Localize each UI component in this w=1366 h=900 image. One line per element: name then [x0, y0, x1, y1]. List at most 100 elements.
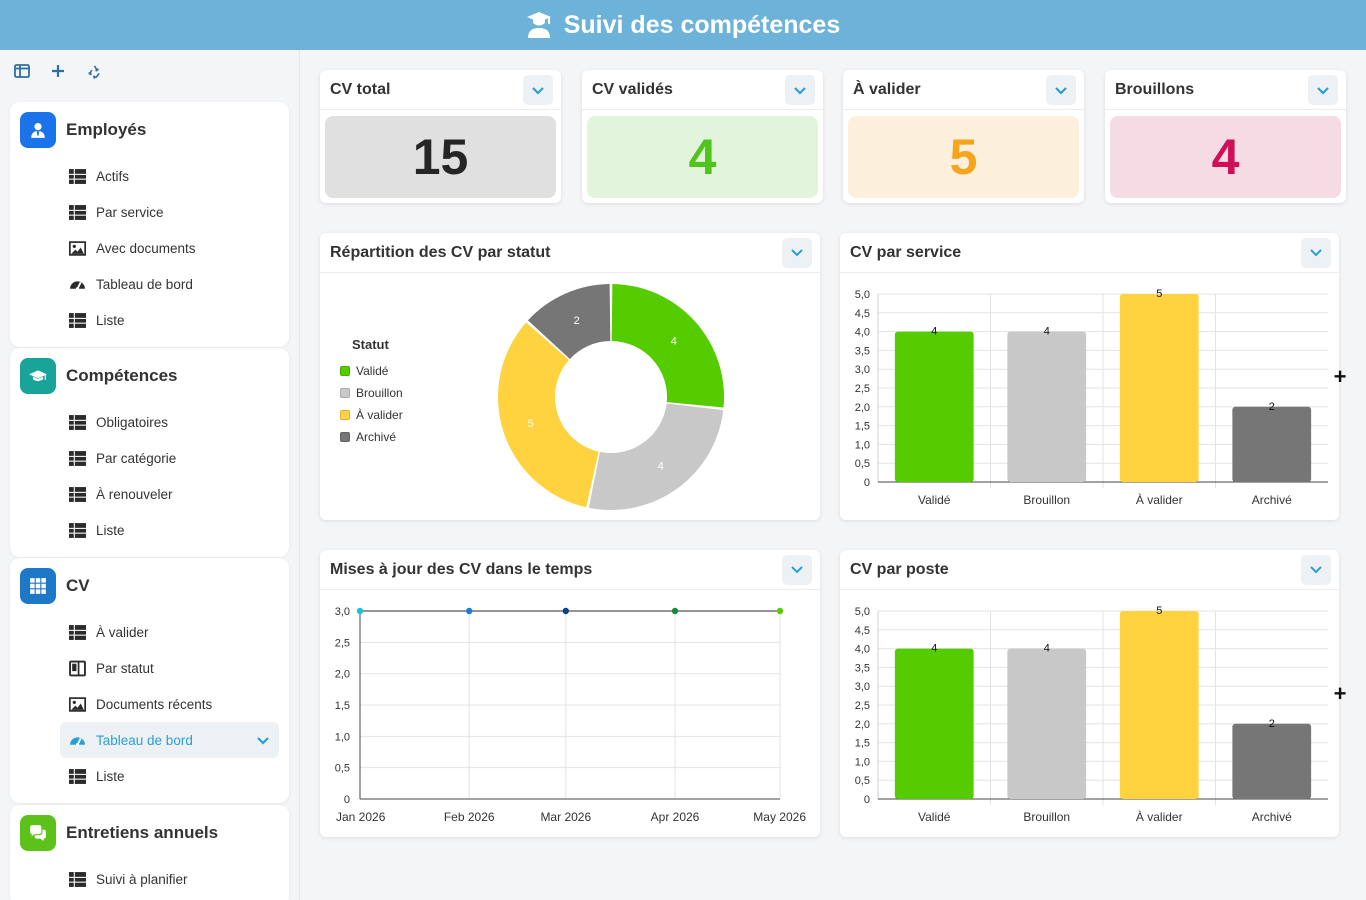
sidebar-item[interactable]: Documents récents [10, 686, 289, 722]
chevron-down-icon [1310, 565, 1322, 573]
image-icon [69, 696, 86, 712]
add-widget-button[interactable]: + [1333, 681, 1347, 706]
add-widget-button[interactable]: + [1333, 364, 1347, 389]
data-point[interactable] [776, 607, 784, 615]
data-point[interactable] [671, 607, 679, 615]
bar[interactable] [1007, 331, 1087, 482]
sidebar-item[interactable]: Par statut [10, 650, 289, 686]
kpi-card: Brouillons 4 [1105, 70, 1346, 203]
y-tick-label: 3,0 [335, 606, 350, 618]
sidebar-item[interactable]: Tableau de bord [10, 266, 289, 302]
timeline-widget: Mises à jour des CV dans le temps 0 0,5 1,… [320, 550, 820, 837]
image-icon [69, 240, 86, 256]
widget-menu-button[interactable] [523, 74, 553, 105]
legend-label: À valider [356, 408, 403, 422]
sidebar-section-header[interactable]: CV [10, 558, 289, 614]
sidebar-section-title: Entretiens annuels [66, 823, 219, 842]
legend-swatch [340, 366, 350, 376]
y-tick-label: 0,5 [855, 775, 870, 787]
legend-item[interactable]: À valider [340, 404, 403, 426]
sidebar-item-label: Actifs [96, 168, 130, 184]
x-tick-label: À valider [1136, 809, 1183, 824]
sidebar-section-header[interactable]: Employés [10, 102, 289, 158]
add-button[interactable] [46, 59, 70, 83]
data-point[interactable] [466, 607, 473, 615]
x-tick-label: Archivé [1252, 810, 1292, 824]
sidebar-item[interactable]: Obligatoires [10, 404, 289, 440]
bar[interactable] [894, 331, 974, 482]
sidebar-item-label: Liste [96, 312, 125, 328]
widget-menu-button[interactable] [1301, 237, 1331, 268]
sidebar-section-title: Compétences [66, 366, 178, 385]
sidebar-section-header[interactable]: Entretiens annuels [10, 805, 289, 861]
data-point[interactable] [562, 607, 569, 615]
sidebar-item-label: Suivi à planifier [96, 871, 188, 887]
legend-item[interactable]: Brouillon [340, 382, 403, 404]
sidebar-section-header[interactable]: Compétences [10, 348, 289, 404]
legend-swatch [340, 432, 350, 442]
legend-item[interactable]: Archivé [340, 426, 403, 448]
legend-swatch [340, 388, 350, 398]
gauge-icon [70, 280, 85, 290]
y-tick-label: 1,5 [855, 738, 870, 750]
recycle-button[interactable] [82, 59, 106, 83]
y-tick-label: 2,0 [855, 719, 870, 731]
y-tick-label: 0 [344, 794, 350, 806]
widget-menu-button[interactable] [785, 74, 815, 105]
widget-menu-button[interactable] [1308, 74, 1338, 105]
bar-data-label: 2 [1269, 718, 1275, 730]
widget-menu-button[interactable] [1301, 554, 1331, 585]
bar[interactable] [1119, 611, 1199, 799]
bar[interactable] [1007, 648, 1087, 799]
toggle-sidebar-button[interactable] [10, 59, 34, 83]
kpi-value: 4 [587, 116, 818, 198]
sidebar-item-label: À valider [96, 624, 149, 640]
sidebar-item[interactable]: Actifs [10, 158, 289, 194]
sidebar-item[interactable]: Par service [10, 194, 289, 230]
sidebar-item[interactable]: À renouveler [10, 476, 289, 512]
sidebar-item[interactable]: Liste [10, 302, 289, 338]
section-icon-badge [20, 815, 56, 851]
kpi-header: À valider [843, 70, 1084, 110]
kanban-icon [69, 660, 86, 676]
table-icon [69, 168, 86, 184]
bar[interactable] [894, 648, 974, 799]
widget-menu-button[interactable] [1046, 74, 1076, 105]
service-chart-widget: CV par service 0 0,5 1,0 1,5 2,0 2,5 3,0 3,5 4,0… [840, 233, 1339, 520]
poste-bar-chart: 0 0,5 1,0 1,5 2,0 2,5 3,0 3,5 4,0 4,5 5,0 4 Validé 4 B… [855, 605, 1328, 824]
x-tick-label: Jan 2026 [336, 810, 386, 824]
x-tick-label: May 2026 [753, 810, 806, 824]
legend-title: Statut [352, 337, 389, 352]
kpi-value: 5 [848, 116, 1079, 198]
kpi-header: CV total [320, 70, 561, 110]
widget-menu-button[interactable] [782, 554, 812, 585]
donut-slice[interactable] [527, 284, 611, 360]
donut-slice[interactable] [611, 284, 724, 408]
sidebar-item[interactable]: Par catégorie [10, 440, 289, 476]
sidebar-item-label: À renouveler [96, 486, 173, 502]
sidebar-item-label: Par catégorie [96, 450, 177, 466]
bar[interactable] [1119, 294, 1199, 482]
legend-item[interactable]: Validé [340, 360, 403, 382]
x-tick-label: Mar 2026 [540, 810, 591, 824]
grid-icon [30, 578, 46, 594]
data-point[interactable] [356, 607, 364, 615]
sidebar-item[interactable]: À valider [10, 614, 289, 650]
donut-slice[interactable] [497, 322, 599, 508]
sidebar-item[interactable]: Suivi à planifier [10, 861, 289, 897]
sidebar-item[interactable]: Tableau de bord [60, 722, 279, 758]
widget-title: Mises à jour des CV dans le temps [330, 560, 593, 578]
y-tick-label: 2,0 [855, 402, 870, 414]
timeline-line-chart: 0 0,5 1,0 1,5 2,0 2,5 3,0 Jan 2026 Feb 2026 Mar 2… [335, 606, 807, 824]
donut-slice[interactable] [588, 403, 724, 510]
bar[interactable] [1232, 406, 1312, 482]
widget-menu-button[interactable] [782, 237, 812, 268]
page-title: Suivi des compétences [563, 10, 841, 39]
sidebar-item[interactable]: Liste [10, 758, 289, 794]
table-icon [69, 450, 86, 466]
sidebar-item[interactable]: Avec documents [10, 230, 289, 266]
sidebar-item[interactable]: Liste [10, 512, 289, 548]
kpi-value: 4 [1110, 116, 1341, 198]
sidebar-item-label: Par service [96, 204, 164, 220]
bar[interactable] [1232, 723, 1312, 799]
